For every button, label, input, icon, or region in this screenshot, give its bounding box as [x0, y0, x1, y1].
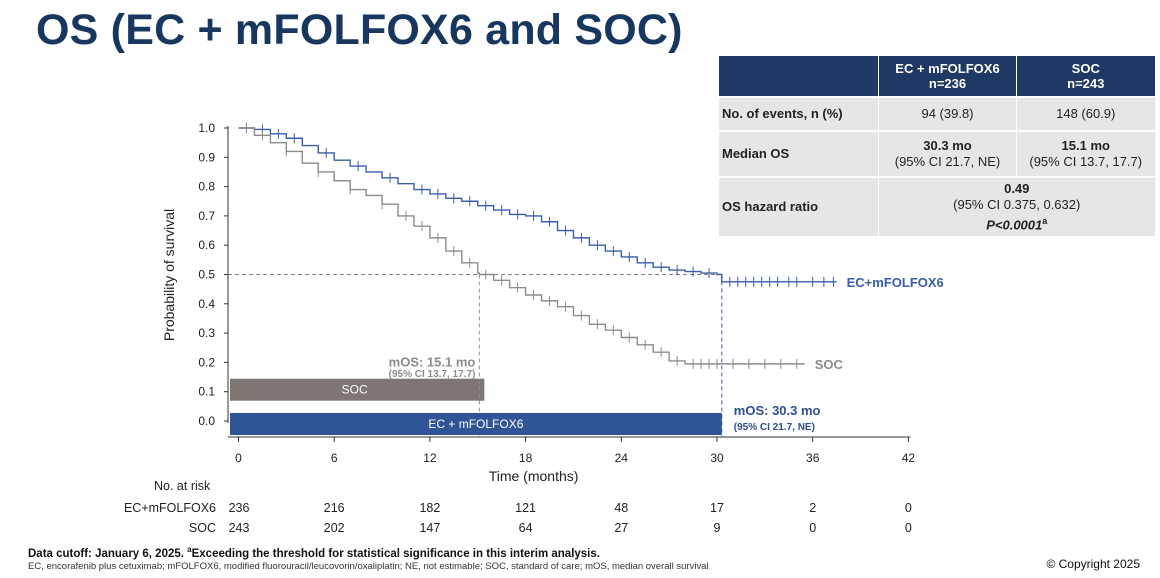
y-tick-label: 0.7: [198, 209, 215, 223]
median-ec-value: 30.3 mo: [923, 138, 972, 153]
copyright: © Copyright 2025: [1046, 557, 1140, 571]
x-tick-label: 0: [235, 451, 242, 465]
x-tick-label: 42: [902, 451, 916, 465]
series-end-label-soc: SOC: [815, 357, 844, 372]
x-tick-label: 30: [710, 451, 724, 465]
at-risk-value: 64: [519, 521, 533, 535]
median-bar-label-ec: EC + mFOLFOX6: [428, 417, 523, 431]
x-tick-label: 36: [806, 451, 820, 465]
at-risk-value: 243: [229, 521, 250, 535]
hr-row: OS hazard ratio 0.49 (95% CI 0.375, 0.63…: [718, 175, 1155, 237]
at-risk-value: 2: [809, 501, 816, 515]
page-title: OS (EC + mFOLFOX6 and SOC): [36, 6, 683, 54]
hr-value: 0.49: [1004, 181, 1030, 196]
y-tick-label: 0.8: [198, 180, 215, 194]
y-tick-label: 1.0: [198, 121, 215, 135]
y-tick-label: 0.3: [198, 326, 215, 340]
at-risk-value: 216: [324, 501, 345, 515]
at-risk-value: 9: [714, 521, 721, 535]
median-label-ec: mOS: 30.3 mo: [734, 403, 821, 418]
hr-label: OS hazard ratio: [718, 175, 879, 237]
median-soc-value: 15.1 mo: [1061, 138, 1110, 153]
footnote-abbreviations: EC, encorafenib plus cetuximab; mFOLFOX6…: [28, 561, 709, 572]
events-label: No. of events, n (%): [718, 96, 879, 131]
footnote-data-cutoff: Data cutoff: January 6, 2025. aExceeding…: [28, 545, 600, 560]
median-label: Median OS: [718, 130, 879, 177]
events-soc: 148 (60.9): [1016, 96, 1155, 131]
hr-cell: 0.49 (95% CI 0.375, 0.632) P<0.0001a: [878, 175, 1155, 237]
events-ec: 94 (39.8): [878, 96, 1017, 131]
y-axis-title: Probability of survival: [161, 209, 177, 341]
at-risk-header: No. at risk: [154, 479, 211, 493]
median-row: Median OS 30.3 mo (95% CI 21.7, NE) 15.1…: [718, 130, 1155, 177]
median-soc: 15.1 mo (95% CI 13.7, 17.7): [1016, 130, 1155, 177]
median-bar-ec: [230, 413, 722, 435]
at-risk-value: 17: [710, 501, 724, 515]
summary-table: EC + mFOLFOX6 n=236 SOC n=243 No. of eve…: [718, 56, 1155, 237]
at-risk-value: 0: [905, 521, 912, 535]
y-tick-label: 0.0: [198, 414, 215, 428]
median-ec: 30.3 mo (95% CI 21.7, NE): [878, 130, 1017, 177]
median-bar-soc: [230, 378, 485, 401]
median-ci-soc: (95% CI 13.7, 17.7): [389, 369, 476, 380]
at-risk-value: 0: [809, 521, 816, 535]
at-risk-value: 0: [905, 501, 912, 515]
summary-header-ec: EC + mFOLFOX6 n=236: [878, 56, 1017, 97]
events-row: No. of events, n (%) 94 (39.8) 148 (60.9…: [718, 96, 1155, 131]
summary-header-blank: [718, 56, 879, 97]
at-risk-value: 182: [419, 501, 440, 515]
y-tick-label: 0.9: [198, 150, 215, 164]
x-axis-title: Time (months): [489, 468, 579, 484]
x-tick-label: 18: [519, 451, 533, 465]
summary-header-soc: SOC n=243: [1016, 56, 1155, 97]
y-tick-label: 0.4: [198, 297, 215, 311]
at-risk-value: 27: [614, 521, 628, 535]
y-tick-label: 0.5: [198, 268, 215, 282]
y-tick-label: 0.2: [198, 355, 215, 369]
at-risk-value: 236: [229, 501, 250, 515]
hr-pvalue: P<0.0001a: [986, 216, 1048, 233]
median-soc-ci: (95% CI 13.7, 17.7): [1029, 154, 1143, 169]
summary-header-row: EC + mFOLFOX6 n=236 SOC n=243: [718, 56, 1155, 97]
at-risk-value: 202: [324, 521, 345, 535]
x-tick-label: 12: [423, 451, 437, 465]
at-risk-value: 147: [419, 521, 440, 535]
y-tick-label: 0.1: [198, 385, 215, 399]
at-risk-value: 48: [614, 501, 628, 515]
median-ec-ci: (95% CI 21.7, NE): [894, 154, 1001, 169]
at-risk-row-label: EC+mFOLFOX6: [124, 501, 216, 515]
series-end-label-ec: EC+mFOLFOX6: [847, 275, 944, 290]
median-ci-ec: (95% CI 21.7, NE): [734, 422, 815, 433]
median-label-soc: mOS: 15.1 mo: [389, 354, 476, 369]
median-bar-label-soc: SOC: [342, 383, 368, 397]
at-risk-value: 121: [515, 501, 536, 515]
hr-ci: (95% CI 0.375, 0.632): [953, 197, 1081, 212]
x-tick-label: 24: [615, 451, 629, 465]
at-risk-row-label: SOC: [189, 521, 216, 535]
y-tick-label: 0.6: [198, 238, 215, 252]
x-tick-label: 6: [331, 451, 338, 465]
